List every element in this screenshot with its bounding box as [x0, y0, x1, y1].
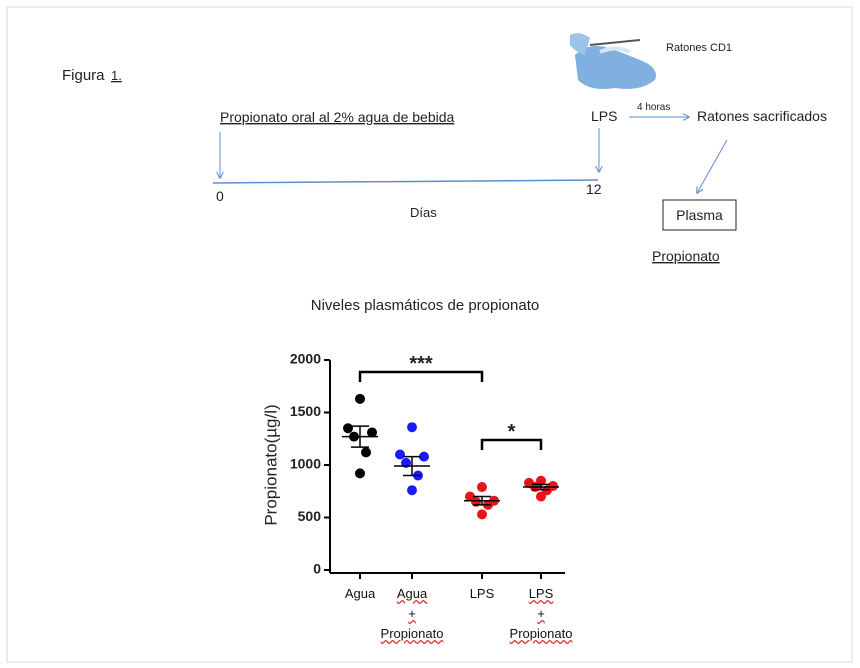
- significance-label: ***: [409, 353, 433, 375]
- y-axis-label: Propionato(µg/l): [261, 404, 280, 525]
- measure: Propionato: [652, 248, 720, 264]
- dot: [407, 422, 417, 432]
- figure: Figura 1. Propionato oral al 2% agua de …: [0, 0, 860, 668]
- chart-title: Niveles plasmáticos de propionato: [311, 297, 539, 314]
- start-day: 0: [216, 188, 224, 204]
- dot: [395, 450, 405, 460]
- dot: [477, 482, 487, 492]
- figure-label: Figura: [62, 67, 105, 84]
- y-tick-label: 0: [313, 561, 321, 577]
- dot: [355, 394, 365, 404]
- frame: [7, 7, 852, 662]
- dot: [536, 492, 546, 502]
- x-tick-label: LPS + Propionato: [496, 584, 586, 644]
- treatment: Propionato oral al 2% agua de bebida: [220, 109, 455, 125]
- y-tick-label: 1500: [290, 403, 321, 419]
- outcome: Ratones sacrificados: [697, 108, 827, 124]
- mouse-icon: [570, 33, 656, 89]
- lps: LPS: [591, 108, 617, 124]
- sample: Plasma: [676, 207, 723, 223]
- dot: [343, 423, 353, 433]
- timeline: [213, 180, 598, 183]
- end-day: 12: [586, 181, 602, 197]
- timeline-label: Días: [410, 205, 437, 220]
- y-tick-label: 500: [298, 508, 322, 524]
- page: {"figure": {"label": "Figura", "number":…: [0, 0, 860, 668]
- significance-label: *: [508, 421, 516, 443]
- y-tick-label: 1000: [290, 456, 321, 472]
- dot: [477, 509, 487, 519]
- delay: 4 horas: [637, 102, 670, 113]
- y-tick-label: 2000: [290, 351, 321, 367]
- figure-number: 1.: [111, 68, 122, 83]
- dot: [355, 468, 365, 478]
- dot: [361, 447, 371, 457]
- mice: Ratones CD1: [666, 42, 732, 54]
- arrow: [697, 140, 727, 193]
- dot: [407, 485, 417, 495]
